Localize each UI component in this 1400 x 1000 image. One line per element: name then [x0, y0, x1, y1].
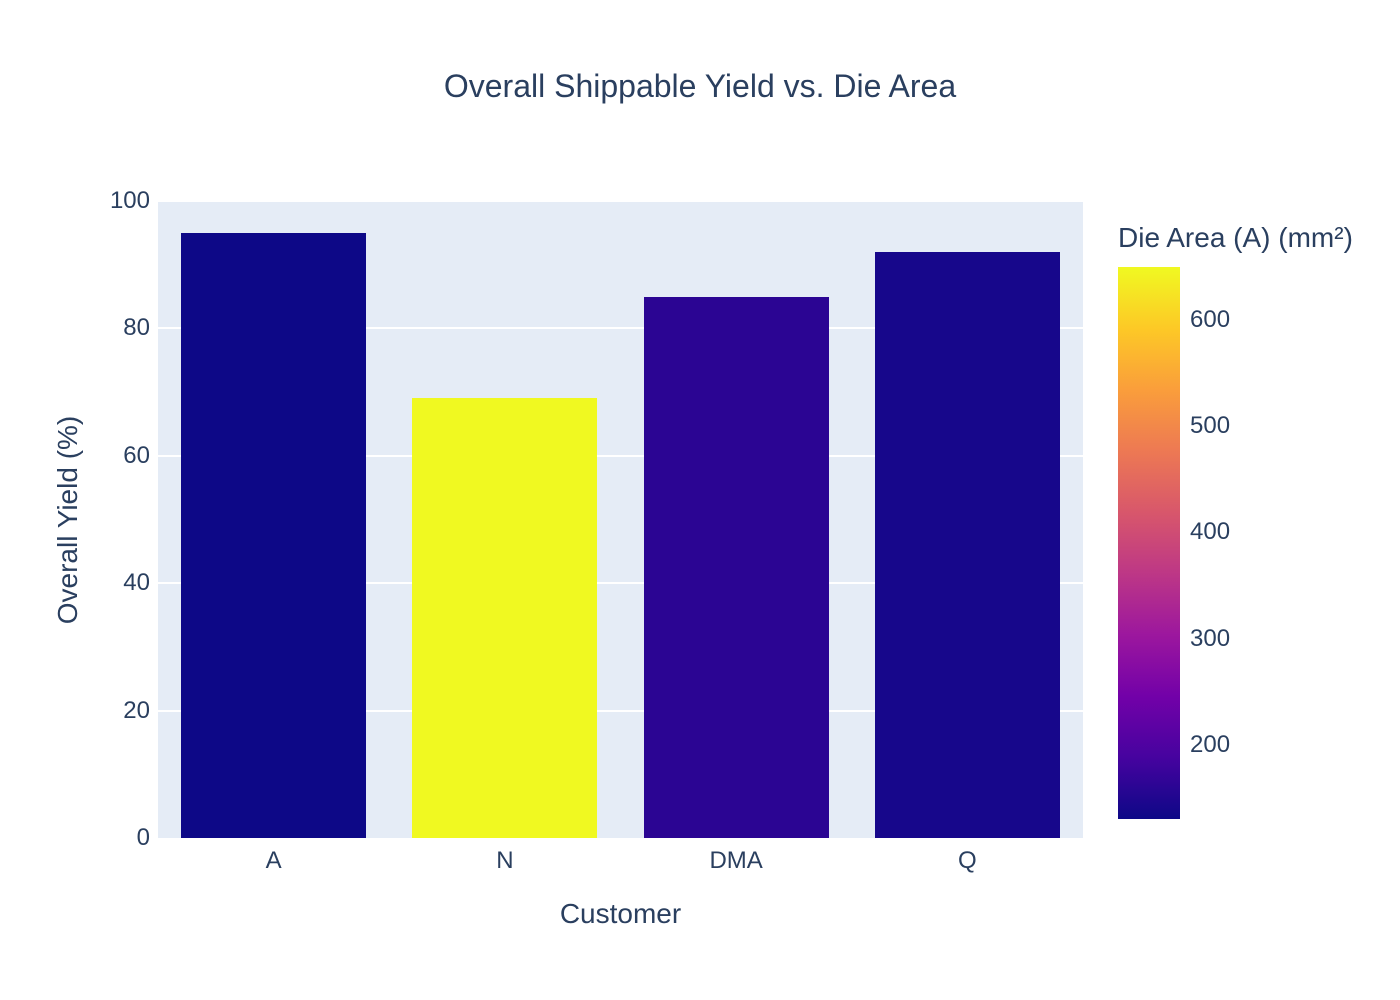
y-axis-title: Overall Yield (%): [52, 415, 83, 625]
y-tick-label-60: 60: [123, 441, 150, 469]
chart-title: Overall Shippable Yield vs. Die Area: [443, 68, 957, 104]
colorbar-gradient: [1118, 267, 1180, 819]
y-tick-label-40: 40: [123, 569, 150, 597]
gridline-y-20: [158, 709, 1083, 712]
colorbar-tick-label-200: 200: [1190, 730, 1231, 758]
plot-area: [158, 200, 1083, 838]
colorbar-tick-label-500: 500: [1190, 412, 1231, 440]
gridline-y-100: [158, 200, 1083, 202]
x-tick-label-DMA: DMA: [709, 847, 763, 874]
bar-A[interactable]: [181, 232, 367, 838]
y-tick-label-20: 20: [123, 696, 150, 724]
x-tick-label-Q: Q: [958, 847, 977, 874]
colorbar-tick-label-600: 600: [1190, 306, 1231, 334]
y-tick-label-80: 80: [123, 314, 150, 342]
gridline-y-80: [158, 327, 1083, 330]
y-tick-label-100: 100: [109, 187, 150, 214]
gridline-y-60: [158, 454, 1083, 457]
colorbar-tick-label-300: 300: [1190, 624, 1231, 652]
gridline-y-40: [158, 582, 1083, 585]
y-tick-label-0: 0: [136, 824, 150, 851]
x-axis-title: Customer: [559, 898, 682, 929]
colorbar-title: Die Area (A) (mm²): [1118, 222, 1353, 253]
colorbar-tick-label-400: 400: [1190, 518, 1231, 546]
bar-Q[interactable]: [874, 251, 1060, 838]
bar-N[interactable]: [412, 398, 598, 838]
x-tick-label-N: N: [496, 847, 514, 874]
bar-DMA[interactable]: [643, 296, 829, 838]
x-tick-label-A: A: [265, 847, 282, 874]
